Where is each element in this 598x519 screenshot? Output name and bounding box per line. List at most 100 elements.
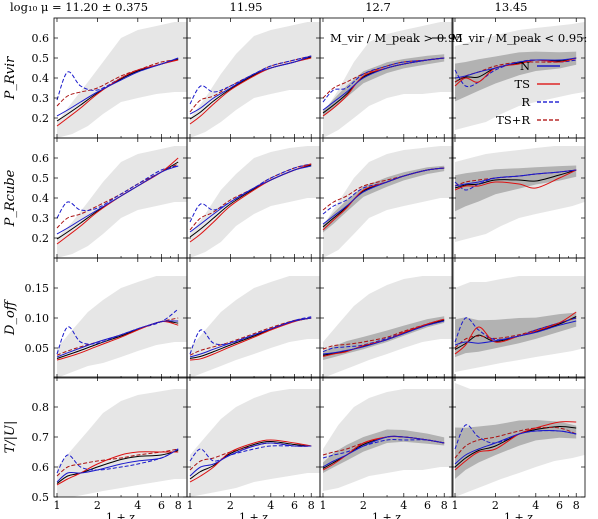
column-title-1: log₁₀ μ = 11.20 ± 0.375 — [10, 0, 148, 14]
x-tick-label: 2 — [360, 499, 367, 512]
y-tick-label: 0.15 — [25, 282, 50, 295]
curve-ts-4-1 — [56, 451, 179, 486]
curve-n-3-2 — [189, 317, 312, 358]
annotation-mvir-gt: M_vir / M_peak > 0.95 — [330, 31, 462, 45]
scatter-bands-layer — [57, 22, 585, 497]
x-tick-label: 1 — [319, 499, 326, 512]
x-axis-label-2: 1 + z — [239, 511, 268, 519]
curve-n-4-4 — [454, 430, 577, 465]
x-tick-label: 6 — [158, 499, 165, 512]
x-tick-label: 8 — [441, 499, 448, 512]
curve-ts-3-3 — [322, 318, 445, 357]
y-tick-label: 0.5 — [32, 52, 50, 65]
x-tick-label: 4 — [134, 499, 141, 512]
x-axis-label-1: 1 + z — [106, 511, 135, 519]
x-axis-label-3: 1 + z — [372, 511, 401, 519]
curve-n-4-2 — [189, 442, 312, 477]
legend-label-r: R — [521, 95, 530, 109]
y-tick-label: 0.6 — [32, 461, 50, 474]
y-tick-label: 0.5 — [32, 172, 50, 185]
legend: N TS R TS+R — [432, 37, 560, 127]
x-tick-label: 1 — [186, 499, 193, 512]
y-tick-label: 0.10 — [25, 312, 50, 325]
y-tick-label: 0.4 — [32, 72, 50, 85]
curve-ts-4-2 — [189, 439, 312, 483]
x-tick-label: 2 — [94, 499, 101, 512]
legend-label-ts-r: TS+R — [496, 113, 530, 127]
y-tick-label: 0.6 — [32, 152, 50, 165]
row-ylabel-2: P_Rcube — [3, 169, 18, 227]
scatter-band-3-1 — [57, 276, 187, 378]
x-tick-label: 8 — [308, 499, 315, 512]
scatter-band-2-3 — [323, 146, 453, 258]
y-tick-label: 0.5 — [32, 491, 50, 504]
y-tick-label: 0.8 — [32, 401, 50, 414]
x-tick-label: 1 — [53, 499, 60, 512]
scatter-band-1-2 — [190, 22, 320, 138]
y-tick-label: 0.2 — [32, 112, 50, 125]
ticks-layer — [54, 18, 585, 498]
scatter-band-1-4 — [455, 22, 585, 130]
inner-band-1-4 — [455, 51, 577, 102]
curve-tsr-1-1 — [56, 59, 179, 107]
curve-n-3-1 — [56, 320, 179, 358]
curve-ts-3-4 — [454, 311, 577, 355]
inner-band-3-4 — [455, 312, 577, 358]
x-tick-label: 4 — [400, 499, 407, 512]
legend-label-n: N — [520, 59, 530, 73]
x-tick-label: 6 — [291, 499, 298, 512]
row-ylabel-1: P_Rvir — [3, 56, 18, 101]
row-ylabel-3: D_off — [3, 298, 18, 336]
y-tick-label: 0.05 — [25, 342, 50, 355]
x-tick-label: 6 — [424, 499, 431, 512]
curve-r-1-2 — [189, 55, 312, 105]
curve-r-3-3 — [322, 318, 445, 353]
x-tick-label: 6 — [556, 499, 563, 512]
scatter-band-3-3 — [323, 276, 453, 378]
scatter-band-3-2 — [190, 276, 320, 378]
y-tick-label: 0.3 — [32, 92, 50, 105]
row-ylabel-4: T/|U| — [3, 421, 18, 454]
curve-reference-4-4 — [454, 425, 577, 468]
y-tick-label: 0.7 — [32, 431, 50, 444]
annotation-mvir-lt: M_vir / M_peak < 0.95: — [451, 31, 587, 45]
curves-layer — [56, 55, 577, 486]
curve-n-2-1 — [56, 165, 179, 235]
inner-band-2-3 — [323, 165, 445, 233]
curve-r-2-1 — [56, 165, 179, 219]
curve-ts-4-4 — [454, 421, 577, 471]
curve-r-2-3 — [322, 167, 445, 215]
curve-n-4-1 — [56, 448, 179, 483]
y-tick-label: 0.6 — [32, 32, 50, 45]
curve-n-1-2 — [189, 55, 312, 115]
x-axis-label-4: 1 + z — [504, 511, 533, 519]
x-tick-label: 4 — [532, 499, 539, 512]
x-tick-label: 1 — [451, 499, 458, 512]
curve-tsr-4-4 — [454, 426, 577, 459]
y-tick-label: 0.3 — [32, 212, 50, 225]
legend-label-ts: TS — [514, 77, 530, 91]
x-tick-label: 2 — [227, 499, 234, 512]
x-axis-labels: 1 2 4 6 81 + z1 2 4 6 81 + z1 2 4 6 81 + z1 2 4 6 81 + z — [53, 499, 579, 519]
curve-n-2-4 — [454, 169, 577, 187]
x-tick-label: 4 — [267, 499, 274, 512]
x-tick-label: 8 — [175, 499, 182, 512]
y-tick-label: 0.2 — [32, 232, 50, 245]
scatter-band-4-1 — [57, 389, 187, 497]
curve-n-1-3 — [322, 57, 445, 111]
column-title-2: 11.95 — [230, 0, 263, 14]
column-title-4: 13.45 — [495, 0, 528, 14]
inner-band-2-4 — [455, 165, 577, 212]
x-tick-label: 8 — [573, 499, 580, 512]
y-axis-labels: 0.2 0.3 0.4 0.5 0.6 P_Rvir 0.2 0.3 0.4 0.5 0.6 P_Rc… — [3, 32, 49, 504]
curve-reference-2-4 — [454, 169, 577, 189]
curve-ts-3-2 — [189, 317, 312, 361]
inner-band-4-4 — [455, 420, 577, 479]
scatter-band-1-3 — [323, 22, 453, 138]
curve-n-1-1 — [56, 57, 179, 117]
x-tick-label: 2 — [492, 499, 499, 512]
curve-n-1-4 — [454, 57, 577, 79]
column-title-3: 12.7 — [365, 0, 391, 14]
curve-n-2-2 — [189, 165, 312, 233]
